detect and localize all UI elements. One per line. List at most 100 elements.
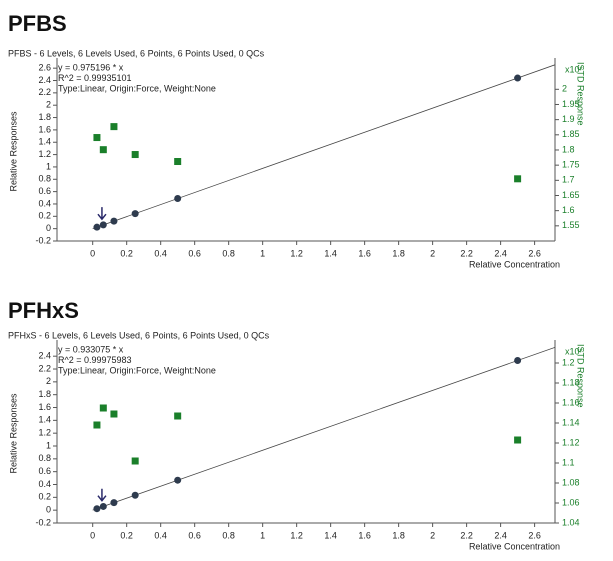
x-axis-title: Relative Concentration xyxy=(469,259,560,269)
y-tick-label: 1.4 xyxy=(38,137,51,147)
calibration-point xyxy=(514,74,522,82)
x-tick-label: 2 xyxy=(430,248,435,258)
y2-tick-label: 1.65 xyxy=(562,190,580,200)
y2-tick-label: 1.16 xyxy=(562,397,580,407)
istd-point xyxy=(99,404,107,412)
calibration-point xyxy=(514,356,522,364)
y2-tick-label: 1.08 xyxy=(562,477,580,487)
x-tick-label: 1 xyxy=(260,530,265,540)
y2-tick-label: 1.6 xyxy=(562,205,575,215)
calibration-point xyxy=(110,217,118,225)
y-tick-label: 1.6 xyxy=(38,402,51,412)
y2-tick-label: 1.18 xyxy=(562,377,580,387)
y-tick-label: 0.2 xyxy=(38,492,51,502)
calibration-point xyxy=(131,491,139,499)
x-tick-label: 0.4 xyxy=(154,248,167,258)
equation-text: y = 0.975196 * x xyxy=(58,62,124,72)
y2-tick-label: 1.1 xyxy=(562,457,575,467)
pointer-arrow xyxy=(97,488,107,502)
x-tick-label: 0.6 xyxy=(188,530,201,540)
istd-point xyxy=(174,412,182,420)
istd-point xyxy=(110,410,118,418)
chart: PFHxS PFHxS - 6 Levels, 6 Levels Used, 6 … xyxy=(8,298,586,552)
y-tick-label: 1.2 xyxy=(38,428,51,438)
y2-tick-label: 1.04 xyxy=(562,517,580,527)
y2-tick-label: 1.95 xyxy=(562,99,580,109)
y-tick-label: 0.6 xyxy=(38,466,51,476)
fit-line xyxy=(92,346,555,511)
y-tick-label: 0 xyxy=(46,223,51,233)
calibration-point xyxy=(131,210,139,218)
y2-multiplier: x10⁷ xyxy=(565,346,583,356)
x-tick-label: 1.2 xyxy=(290,530,303,540)
y2-tick-label: 1.85 xyxy=(562,129,580,139)
x-tick-label: 2.2 xyxy=(460,530,473,540)
y-tick-label: 0.8 xyxy=(38,174,51,184)
x-tick-label: 0.4 xyxy=(154,530,167,540)
y-tick-label: 2.4 xyxy=(38,75,51,85)
chart-title: PFHxS xyxy=(8,298,79,323)
y2-tick-label: 2 xyxy=(562,84,567,94)
x-tick-label: 2.6 xyxy=(528,530,541,540)
y-tick-label: 2 xyxy=(46,100,51,110)
calibration-point xyxy=(99,502,107,510)
x-tick-label: 1 xyxy=(260,248,265,258)
x-tick-label: 1.6 xyxy=(358,530,371,540)
x-tick-label: 1.8 xyxy=(392,530,405,540)
equation-text: y = 0.933075 * x xyxy=(58,344,124,354)
y-tick-label: 0.2 xyxy=(38,211,51,221)
x-tick-label: 1.4 xyxy=(324,248,337,258)
y-axis-title: Relative Responses xyxy=(8,111,18,192)
y2-tick-label: 1.2 xyxy=(562,357,575,367)
equation-text: R^2 = 0.99975983 xyxy=(58,355,132,365)
y-tick-label: 1.2 xyxy=(38,149,51,159)
x-tick-label: 2.4 xyxy=(494,530,507,540)
x-tick-label: 2 xyxy=(430,530,435,540)
y2-tick-label: 1.9 xyxy=(562,114,575,124)
y-tick-label: 1.4 xyxy=(38,415,51,425)
y-axis-title: Relative Responses xyxy=(8,393,18,474)
x-tick-label: 1.4 xyxy=(324,530,337,540)
x-tick-label: 1.2 xyxy=(290,248,303,258)
y-tick-label: 2.6 xyxy=(38,63,51,73)
x-tick-label: 2.6 xyxy=(528,248,541,258)
y-tick-label: 2.2 xyxy=(38,363,51,373)
x-tick-label: 0.2 xyxy=(120,530,133,540)
y2-tick-label: 1.12 xyxy=(562,437,580,447)
y-tick-label: 0 xyxy=(46,505,51,515)
equation-text: Type:Linear, Origin:Force, Weight:None xyxy=(58,83,216,93)
y-tick-label: 0.4 xyxy=(38,198,51,208)
istd-point xyxy=(174,158,182,166)
y2-tick-label: 1.06 xyxy=(562,497,580,507)
y-tick-label: 1.8 xyxy=(38,389,51,399)
pointer-arrow xyxy=(97,207,107,221)
x-tick-label: 0.8 xyxy=(222,248,235,258)
istd-point xyxy=(131,151,139,159)
chart: PFBS PFBS - 6 Levels, 6 Levels Used, 6 Po… xyxy=(8,11,586,270)
y-tick-label: 1.6 xyxy=(38,124,51,134)
calibration-point xyxy=(110,499,118,507)
y-tick-label: 1 xyxy=(46,440,51,450)
x-tick-label: 0.8 xyxy=(222,530,235,540)
istd-point xyxy=(99,146,107,154)
istd-point xyxy=(131,457,139,465)
y2-tick-label: 1.55 xyxy=(562,220,580,230)
y-tick-label: 1.8 xyxy=(38,112,51,122)
y2-tick-label: 1.14 xyxy=(562,417,580,427)
y-tick-label: 0.8 xyxy=(38,453,51,463)
y-tick-label: -0.2 xyxy=(35,517,51,527)
y2-tick-label: 1.7 xyxy=(562,175,575,185)
x-tick-label: 1.8 xyxy=(392,248,405,258)
chart-subtitle: PFHxS - 6 Levels, 6 Levels Used, 6 Point… xyxy=(8,330,270,340)
y-tick-label: 2.4 xyxy=(38,351,51,361)
y2-tick-label: 1.75 xyxy=(562,160,580,170)
y2-axis-title: ISTD Response xyxy=(576,62,586,126)
x-tick-label: 2.4 xyxy=(494,248,507,258)
y2-axis-title: ISTD Response xyxy=(576,344,586,408)
calibration-point xyxy=(174,476,182,484)
x-tick-label: 0 xyxy=(90,530,95,540)
istd-point xyxy=(93,421,101,429)
fit-line xyxy=(92,64,555,230)
y-tick-label: 0.6 xyxy=(38,186,51,196)
